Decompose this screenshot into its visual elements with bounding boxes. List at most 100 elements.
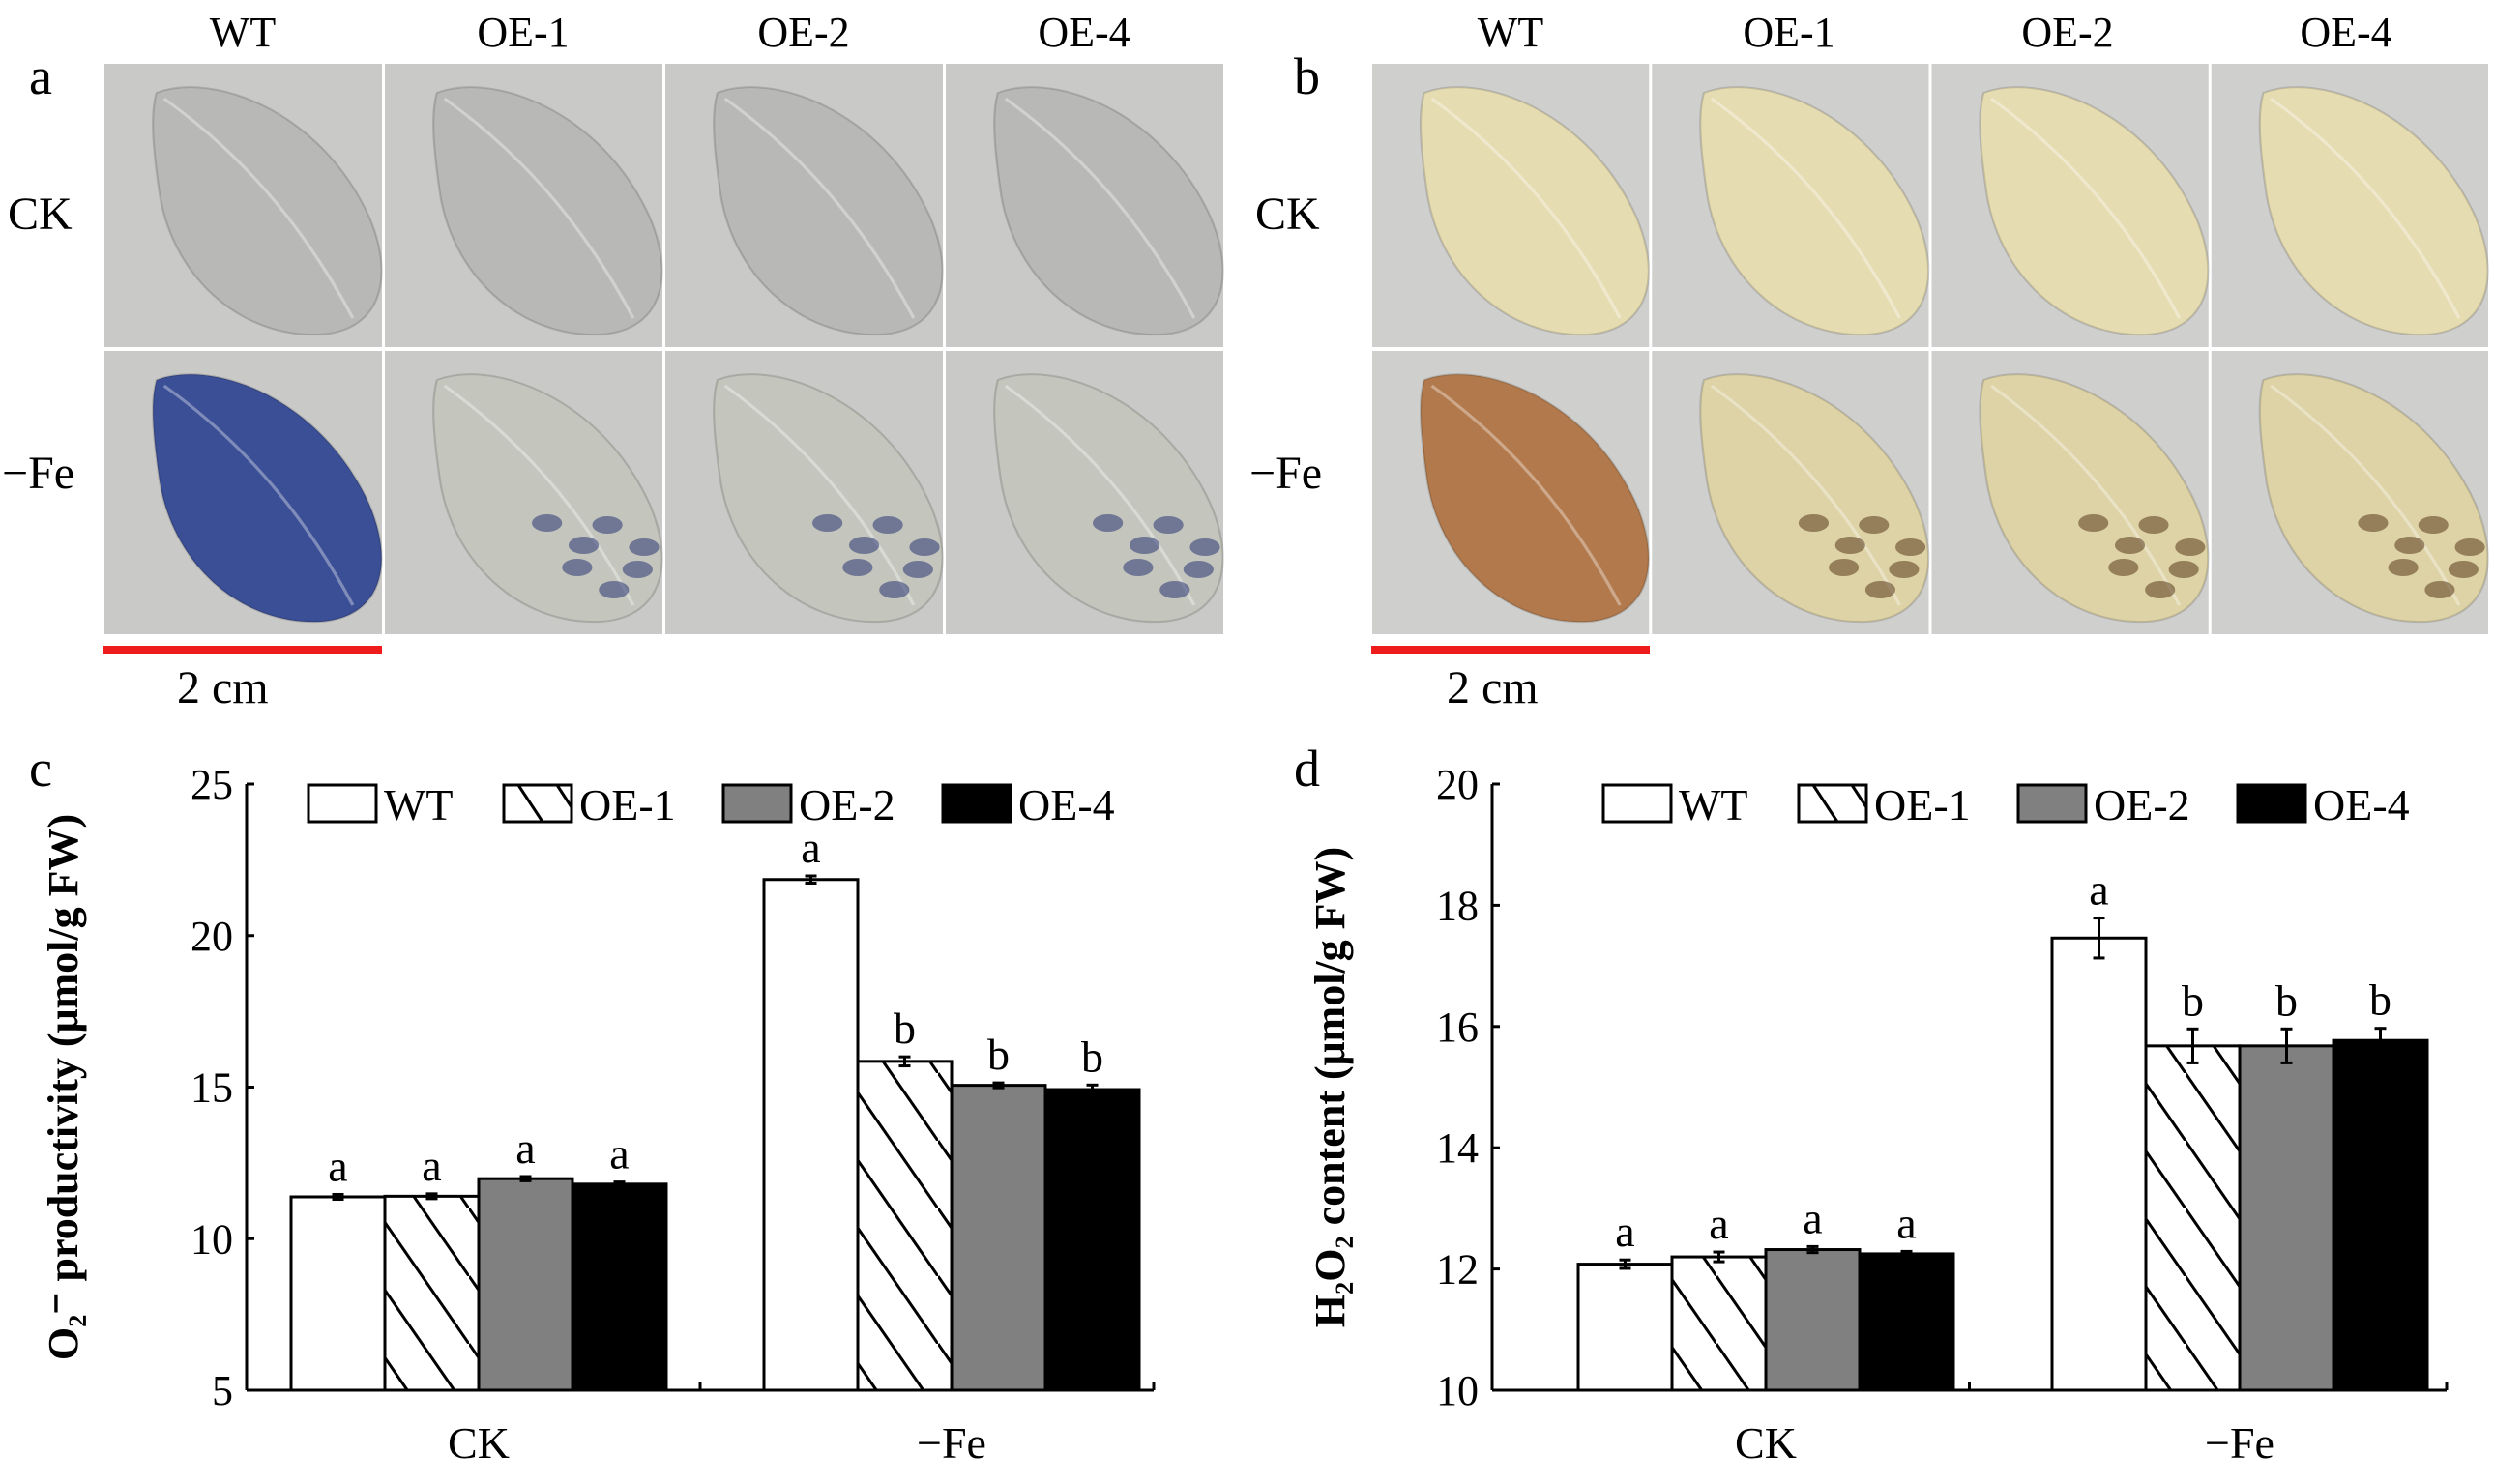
y-axis-label: H₂O₂ content (μmol/g FW)	[1306, 847, 1354, 1327]
significance-letter: a	[328, 1141, 347, 1190]
leaf-shape	[432, 373, 663, 624]
stain-spot	[2078, 514, 2109, 532]
stain-spot	[909, 538, 940, 556]
leaf-photo	[1372, 64, 1650, 347]
leaf	[1419, 86, 1650, 336]
y-tick-label: 15	[191, 1064, 233, 1112]
leaf-midrib	[1004, 97, 1196, 319]
stain-spot	[532, 514, 563, 532]
bar-oe-1-0	[1670, 1255, 1768, 1392]
leaf-photo	[104, 351, 383, 634]
leaf-midrib	[1430, 384, 1622, 606]
stain-spot	[2394, 537, 2425, 554]
chart-h2o2-content: 10 12 14 16 18 20 H₂O₂ content (μmol/g FW) CK a a…	[1306, 761, 2449, 1468]
error-bar	[1713, 1250, 1725, 1264]
y-axis-label: O₂⁻ productivity (μmol/g FW)	[40, 814, 87, 1360]
stain-spot	[2138, 516, 2169, 534]
leaf-photo	[665, 351, 944, 634]
stain-spot	[1093, 514, 1124, 532]
bar-wt-1	[762, 878, 860, 1392]
significance-letter: b	[987, 1030, 1010, 1079]
leaf-shape	[993, 373, 1224, 624]
leaf	[432, 373, 663, 624]
significance-letter: a	[801, 823, 820, 872]
error-bar	[1806, 1244, 1819, 1255]
y-tick-label: 10	[191, 1215, 233, 1263]
legend-label: WT	[384, 780, 454, 829]
significance-letter: a	[1709, 1199, 1728, 1248]
leaf-photo	[946, 351, 1224, 634]
bar-oe-4-1	[2332, 1038, 2429, 1392]
bar-oe-2-1	[950, 1084, 1047, 1392]
stain-spot	[2145, 581, 2176, 598]
significance-letter: a	[1803, 1193, 1822, 1242]
leaf-shape	[1699, 86, 1930, 336]
panel-letter-b: b	[1294, 47, 1320, 105]
stain-spot	[842, 559, 873, 576]
leaf-shape	[1699, 373, 1930, 624]
y-tick-label: 10	[1436, 1367, 1479, 1414]
column-label: OE-2	[2021, 9, 2114, 56]
scale-bar-label: 2 cm	[177, 662, 269, 713]
stain-spot	[562, 559, 593, 576]
column-label: OE-1	[1743, 9, 1835, 56]
error-bar	[613, 1180, 626, 1188]
leaf	[713, 373, 944, 624]
leaf-midrib	[162, 97, 355, 319]
significance-letter: a	[515, 1123, 535, 1173]
column-label: WT	[209, 9, 277, 56]
leaf-shape	[1979, 86, 2210, 336]
stain-spot	[2448, 561, 2479, 578]
bar-oe-4-0	[571, 1182, 668, 1392]
error-bar	[2374, 1027, 2387, 1055]
y-tick-label: 12	[1436, 1246, 1479, 1294]
legend-label: OE-2	[799, 780, 895, 829]
significance-letter: b	[2182, 975, 2204, 1025]
stain-spot	[1834, 537, 1865, 554]
leaf	[1979, 373, 2210, 624]
significance-letter: a	[1615, 1207, 1634, 1256]
legend-swatch	[2016, 783, 2088, 824]
panel-letter-c: c	[29, 740, 52, 798]
legend-swatch	[721, 783, 793, 824]
legend-label: OE-1	[1874, 780, 1971, 829]
leaf-shape	[2258, 373, 2489, 624]
significance-letter: a	[1896, 1198, 1916, 1247]
significance-letter: b	[894, 1004, 916, 1053]
stain-spot	[1129, 537, 1160, 554]
leaf-shape	[2258, 86, 2489, 336]
leaf-photo	[665, 64, 944, 347]
y-tick-label: 16	[1436, 1004, 1479, 1051]
row-label: CK	[1255, 189, 1320, 240]
stain-spot	[2388, 559, 2419, 576]
y-tick-label: 5	[212, 1367, 233, 1414]
stain-spot	[1859, 516, 1890, 534]
stain-spot	[1153, 516, 1184, 534]
stain-spot	[592, 516, 623, 534]
leaf	[2258, 373, 2489, 624]
x-category-label: −Fe	[2205, 1418, 2274, 1468]
legend-swatch	[502, 783, 573, 824]
error-bar	[898, 1055, 911, 1068]
leaf	[1699, 86, 1930, 336]
column-label: OE-4	[2300, 9, 2392, 56]
leaf-photo	[1372, 351, 1650, 634]
error-bar	[2280, 1027, 2293, 1064]
stain-spot	[629, 538, 660, 556]
leaf-photo	[2211, 351, 2489, 634]
leaf	[2258, 86, 2489, 336]
bar-wt-1	[2050, 936, 2148, 1392]
bar-oe-1-1	[2144, 1044, 2242, 1392]
error-bar	[1086, 1083, 1099, 1096]
legend-hatch	[516, 784, 544, 823]
leaf-midrib	[162, 384, 355, 606]
stain-spot	[872, 516, 903, 534]
stain-spot	[2168, 561, 2199, 578]
y-tick-label: 20	[1436, 761, 1479, 808]
leaf-midrib	[1710, 384, 1901, 606]
leaf-midrib	[1004, 384, 1196, 606]
stain-spot	[2114, 537, 2146, 554]
leaf	[1419, 373, 1650, 624]
leaf	[152, 86, 383, 336]
stain-spot	[599, 581, 630, 598]
